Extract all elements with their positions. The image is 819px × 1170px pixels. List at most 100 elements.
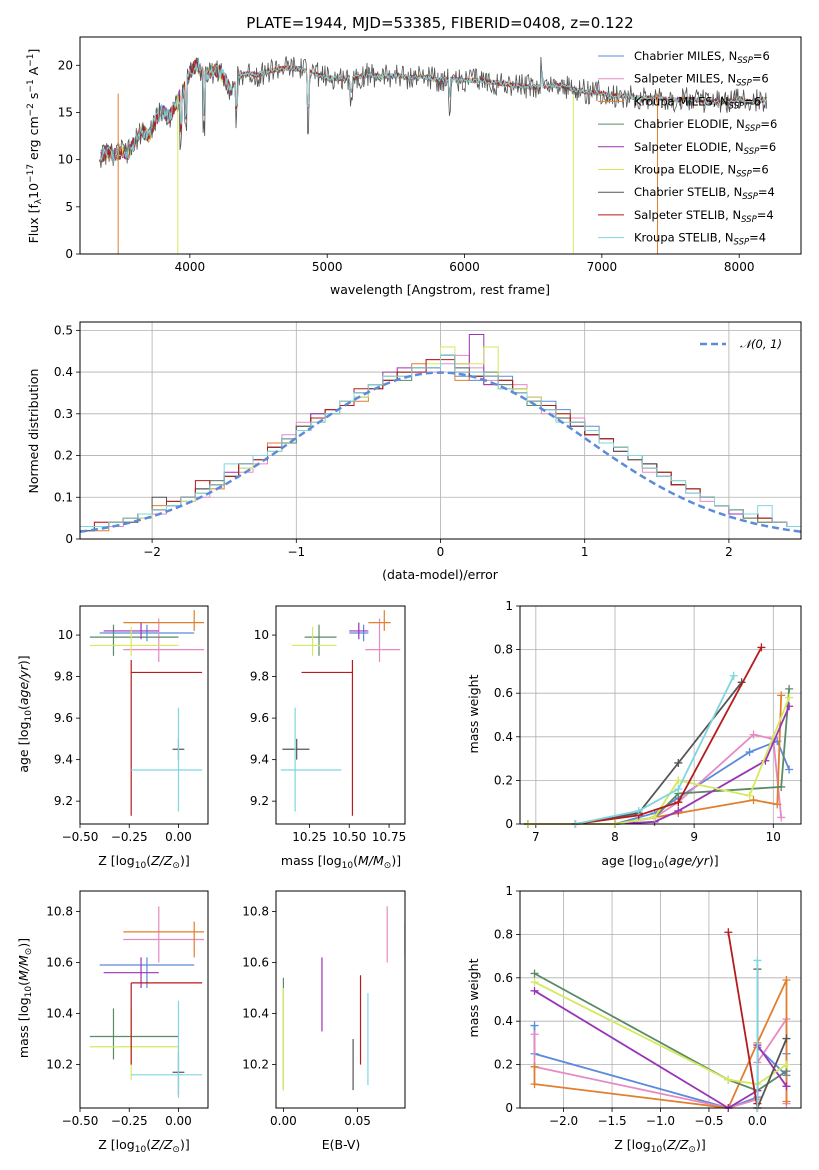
mass-vs-z-xtick-label: −0.50 — [62, 1114, 99, 1128]
spectrum-ylabel-i: A — [26, 66, 41, 79]
residuals-ytick-label: 0.5 — [54, 323, 73, 337]
spectrum-xtick-label: 4000 — [175, 260, 206, 274]
weight-vs-age-plot-area: 7 8 9 10 0 0.2 0.4 0.6 0.8 1 — [494, 599, 802, 844]
mass-vs-ebv-ytick-label: 10.6 — [242, 955, 269, 969]
weight-vs-z-marker — [530, 1021, 539, 1030]
weight-vs-z-plot-area: −2.0 −1.5 −1.0 −0.5 0.0 0 0.2 0.4 0.6 0.8 1 — [494, 884, 802, 1128]
age-vs-mass-xtick-label: 10.75 — [372, 830, 406, 844]
spectrum-ytick-label: 20 — [58, 58, 73, 72]
weight-vs-age-marker — [785, 684, 794, 693]
mass-vs-ebv-frame — [275, 890, 406, 1109]
weight-vs-age-xtick-label: 9 — [690, 830, 698, 844]
residuals-ytick-label: 0.2 — [54, 449, 73, 463]
weight-vs-age-marker — [745, 748, 754, 757]
weight-vs-age-series-line — [575, 675, 735, 825]
weight-vs-age-marker — [674, 798, 683, 807]
residuals-xtick-label: 2 — [725, 545, 733, 559]
age-vs-mass-ytick-label: 9.8 — [250, 670, 269, 684]
mass-vs-z-plot-area: −0.50 −0.25 0.00 10.2 10.4 10.6 10.8 — [46, 890, 209, 1128]
weight-vs-z-marker — [530, 978, 539, 987]
mass-vs-ebv-xtick-label: 0.00 — [270, 1114, 297, 1128]
weight-vs-z-marker — [782, 975, 791, 984]
weight-vs-age-marker — [785, 765, 794, 774]
normal-legend-label: 𝒩(0, 1) — [740, 337, 782, 351]
residuals-plot-area: −2 −1 0 1 2 0 0.1 0.2 0.3 0.4 0.5 — [54, 321, 802, 559]
age-vs-mass-frame — [275, 605, 406, 825]
panel-weight-vs-z: −2.0 −1.5 −1.0 −0.5 0.0 0 0.2 0.4 0.6 0.8 1 mass w… — [466, 884, 802, 1155]
weight-vs-age-ytick-label: 0 — [505, 817, 513, 831]
weight-vs-age-marker — [749, 730, 758, 739]
spectrum-xtick-label: 5000 — [312, 260, 343, 274]
age-vs-z-ylabel: age [log10(age/yr)] — [16, 655, 34, 772]
weight-vs-z-frame — [519, 890, 802, 1109]
spectrum-ylabel-c: 10 — [26, 183, 41, 199]
weight-vs-age-marker — [757, 643, 766, 652]
spectrum-ytick-label: 15 — [58, 105, 73, 119]
spectrum-ylabel-k: ] — [26, 49, 41, 54]
weight-vs-age-marker — [674, 758, 683, 767]
spectrum-ylabel-d: −17 — [26, 164, 36, 183]
residuals-xtick-label: 0 — [437, 545, 445, 559]
mass-vs-z-xtick-label: 0.00 — [165, 1114, 192, 1128]
residuals-legend: 𝒩(0, 1) — [700, 337, 782, 351]
spectrum-ytick-label: 0 — [65, 247, 73, 261]
panel-spectrum: PLATE=1944, MJD=53385, FIBERID=0408, z=0… — [26, 14, 802, 297]
weight-vs-z-marker — [530, 1062, 539, 1071]
weight-vs-age-marker — [785, 693, 794, 702]
spectrum-ylabel-h: −1 — [26, 79, 36, 92]
spectrum-legend-label: Salpeter ELODIE, NSSP=6 — [634, 140, 776, 157]
weight-vs-z-ytick-label: 0.6 — [494, 971, 513, 985]
mass-vs-z-ylabel: mass [log10(M/M⊙)] — [16, 938, 34, 1058]
weight-vs-age-marker — [729, 671, 738, 680]
panel-weight-vs-age: 7 8 9 10 0 0.2 0.4 0.6 0.8 1 mass weight age [log… — [466, 599, 802, 871]
residuals-xlabel: (data-model)/error — [382, 567, 499, 582]
weight-vs-age-series-line — [575, 646, 763, 825]
weight-vs-age-xtick-label: 8 — [611, 830, 619, 844]
weight-vs-age-ytick-label: 0.6 — [494, 686, 513, 700]
weight-vs-z-series-line — [534, 972, 788, 1092]
weight-vs-age-marker — [674, 806, 683, 815]
residuals-ytick-label: 0.3 — [54, 407, 73, 421]
residuals-ytick-label: 0.4 — [54, 365, 73, 379]
weight-vs-age-marker — [674, 776, 683, 785]
weight-vs-age-marker — [674, 785, 683, 794]
panel-mass-vs-z: −0.50 −0.25 0.00 10.2 10.4 10.6 10.8 mass [log… — [16, 890, 209, 1155]
mass-vs-ebv-plot-area: 0.00 0.05 10.2 10.4 10.6 10.8 — [242, 890, 406, 1128]
residuals-xtick-label: −2 — [143, 545, 161, 559]
weight-vs-z-ytick-label: 0.8 — [494, 927, 513, 941]
weight-vs-age-marker — [777, 782, 786, 791]
mass-vs-z-ytick-label: 10.2 — [46, 1058, 73, 1072]
weight-vs-age-ytick-label: 1 — [505, 599, 513, 613]
mass-vs-z-xtick-label: −0.25 — [111, 1114, 148, 1128]
mass-vs-ebv-ytick-label: 10.2 — [242, 1058, 269, 1072]
spectrum-series-line — [100, 60, 767, 163]
age-vs-z-xtick-label: −0.25 — [111, 830, 148, 844]
spectrum-legend-label: Kroupa MILES, NSSP=6 — [634, 94, 761, 111]
age-vs-z-ytick-label: 9.4 — [54, 753, 73, 767]
weight-vs-z-ytick-label: 0.2 — [494, 1058, 513, 1072]
age-vs-mass-ytick-label: 9.2 — [250, 794, 269, 808]
mass-vs-z-xlabel: Z [log10(Z/Z⊙)] — [98, 1137, 189, 1155]
weight-vs-age-ytick-label: 0.4 — [494, 730, 513, 744]
age-vs-mass-xlabel: mass [log10(M/M⊙)] — [281, 853, 401, 871]
weight-vs-z-marker — [753, 956, 762, 965]
age-vs-z-ytick-label: 9.8 — [54, 670, 73, 684]
spectrum-legend-label: Salpeter STELIB, NSSP=4 — [634, 208, 774, 225]
spectrum-ylabel-a: Flux [f — [26, 204, 41, 244]
spectrum-ylabel-f: −2 — [26, 103, 36, 116]
weight-vs-z-ytick-label: 0.4 — [494, 1014, 513, 1028]
age-vs-mass-xtick-label: 10.50 — [332, 830, 366, 844]
weight-vs-z-xlabel: Z [log10(Z/Z⊙)] — [614, 1137, 705, 1155]
weight-vs-z-ylabel: mass weight — [466, 958, 481, 1037]
mass-vs-z-frame — [79, 890, 209, 1109]
residuals-frame — [79, 321, 802, 540]
age-vs-z-plot-area: −0.50 −0.25 0.00 9.2 9.4 9.6 9.8 10 — [54, 605, 209, 844]
mass-vs-z-ytick-label: 10.6 — [46, 955, 73, 969]
spectrum-ytick-label: 10 — [58, 153, 73, 167]
spectrum-xlabel: wavelength [Angstrom, rest frame] — [330, 282, 550, 297]
weight-vs-z-marker — [782, 1082, 791, 1091]
age-vs-mass-ytick-label: 9.6 — [250, 711, 269, 725]
weight-vs-z-marker — [782, 1034, 791, 1043]
residuals-xtick-label: 1 — [581, 545, 589, 559]
